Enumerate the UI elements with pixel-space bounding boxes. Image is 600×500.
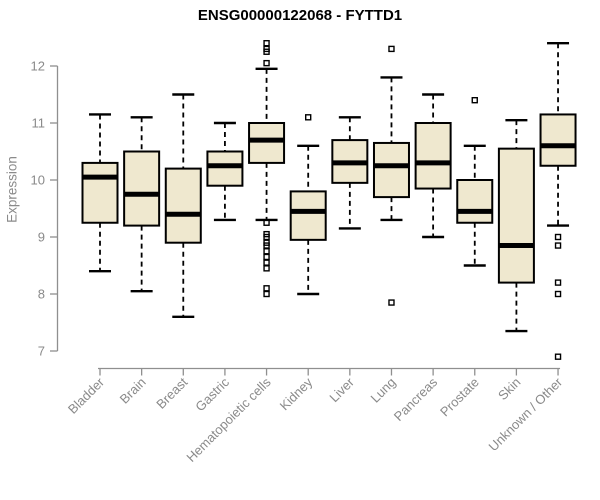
iqr-box (372, 141, 410, 199)
x-tick-label-kidney: Kidney (277, 374, 316, 413)
box-unknown-other (539, 42, 577, 360)
outlier-point (554, 290, 562, 298)
x-tick-label-skin: Skin (495, 375, 523, 403)
box-breast (164, 93, 202, 318)
outlier-point (388, 45, 395, 53)
box-kidney (289, 114, 327, 296)
outlier-point (263, 265, 270, 272)
x-tick-label-liver: Liver (326, 374, 357, 405)
outlier-point (263, 259, 270, 266)
y-tick-label: 9 (38, 230, 45, 245)
iqr-box (248, 122, 286, 164)
iqr-box (206, 150, 244, 187)
x-tick-label-lung: Lung (368, 375, 399, 406)
iqr-box (289, 190, 327, 241)
box-gastric (206, 121, 244, 222)
iqr-box (497, 147, 535, 284)
outlier-point (263, 290, 270, 298)
chart-title: ENSG00000122068 - FYTTD1 (197, 7, 403, 24)
y-tick-label: 12 (31, 59, 45, 74)
iqr-box (164, 167, 202, 244)
outlier-point (388, 299, 395, 306)
box-lung (372, 45, 410, 306)
outlier-point (263, 48, 270, 55)
outlier-point (554, 242, 562, 249)
outlier-point (305, 114, 312, 121)
outlier-point (554, 353, 562, 360)
y-axis: 7 8 9 10 11 12 (31, 59, 59, 359)
iqr-box (414, 122, 452, 190)
box-prostate (456, 96, 494, 267)
outlier-point (554, 233, 562, 241)
iqr-box (81, 161, 119, 224)
x-tick-label-breast: Breast (153, 374, 190, 411)
x-tick-label-gastric: Gastric (192, 374, 232, 414)
x-tick-label-unknown-other: Unknown / Other (486, 374, 566, 454)
outlier-point (471, 96, 478, 104)
outlier-point (263, 248, 270, 255)
outlier-point (263, 40, 270, 47)
outlier-point (554, 279, 562, 286)
iqr-box (123, 150, 161, 227)
outlier-point (263, 59, 270, 67)
box-liver (331, 116, 369, 230)
outlier-point (263, 219, 270, 226)
box-skin (497, 118, 535, 333)
x-tick-label-pancreas: Pancreas (391, 374, 441, 424)
box-brain (123, 116, 161, 293)
y-tick-label: 11 (32, 116, 46, 131)
x-tick-label-brain: Brain (117, 375, 149, 407)
box-bladder (81, 113, 119, 273)
outlier-point (263, 253, 270, 261)
x-tick-label-bladder: Bladder (65, 374, 108, 417)
x-tick-label-prostate: Prostate (437, 375, 482, 420)
box-pancreas (414, 93, 452, 239)
y-tick-label: 8 (38, 287, 45, 302)
iqr-box (539, 113, 577, 167)
box-hematopoietic-cells (248, 40, 286, 298)
iqr-box (456, 179, 494, 224)
y-tick-label: 7 (38, 344, 45, 359)
outlier-point (263, 285, 270, 292)
y-tick-label: 10 (31, 173, 45, 188)
